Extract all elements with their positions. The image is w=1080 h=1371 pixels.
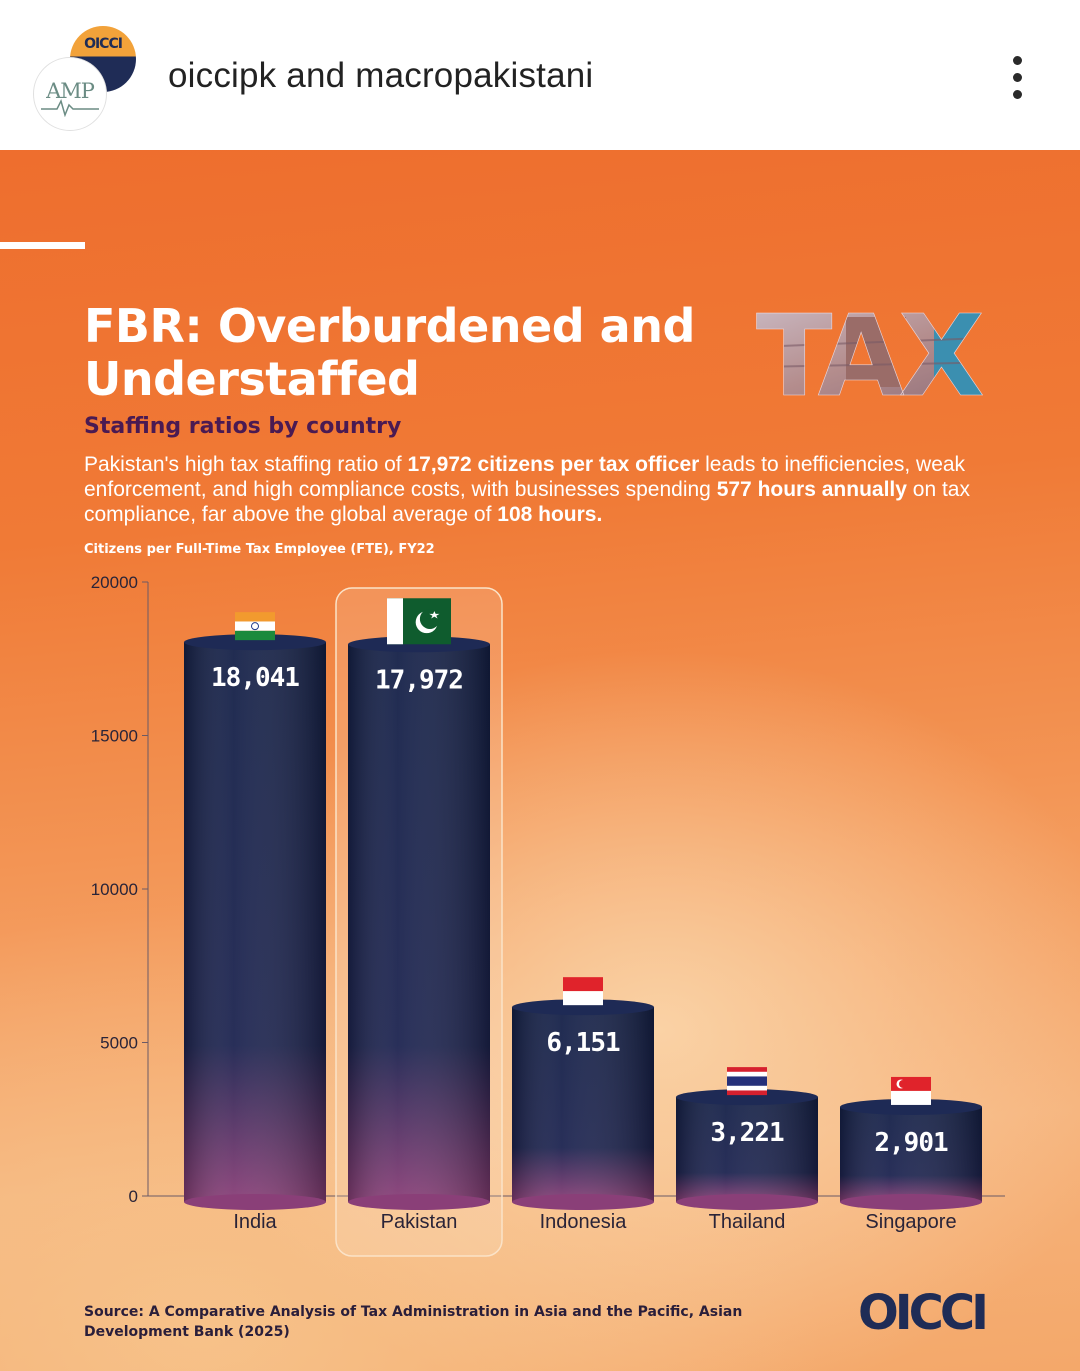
source-note: Source: A Comparative Analysis of Tax Ad… <box>84 1304 743 1340</box>
accent-line <box>0 242 85 249</box>
y-tick-label: 5000 <box>100 1034 138 1053</box>
chart-caption: Citizens per Full-Time Tax Employee (FTE… <box>84 542 435 557</box>
bar-base <box>676 1194 818 1210</box>
bar-base <box>348 1194 490 1210</box>
y-tick-label: 0 <box>129 1187 138 1206</box>
y-tick-label: 10000 <box>91 880 138 899</box>
post-header: OICCI AMP oiccipk and macropakistani <box>0 0 1080 150</box>
bar-singapore <box>840 1098 982 1210</box>
bar-base <box>512 1194 654 1210</box>
x-tick-label: India <box>233 1211 277 1233</box>
description-text: leads to inefficiencies, weak enforcemen… <box>84 453 966 501</box>
bar-cap <box>840 1098 982 1115</box>
bar-value-label: 2,901 <box>874 1128 948 1158</box>
more-options-button[interactable] <box>1000 52 1036 104</box>
bar-value-label: 17,972 <box>375 665 463 695</box>
subheading: Staffing ratios by country <box>84 414 402 439</box>
x-tick-label: Thailand <box>709 1211 786 1233</box>
bar-cap <box>348 636 490 653</box>
description-text: on tax compliance, far above the global … <box>84 478 970 526</box>
x-tick-label: Singapore <box>865 1211 956 1233</box>
pakistan-flag-icon <box>387 598 451 645</box>
bar-shading <box>676 1097 818 1202</box>
bar-cap <box>676 1089 818 1106</box>
description-highlight: 577 hours annually <box>716 478 907 501</box>
bar-india <box>184 634 326 1210</box>
indonesia-flag-icon <box>563 977 603 1006</box>
bar-base <box>184 1194 326 1210</box>
oicci-avatar-text: OICCI <box>84 36 123 52</box>
bar-value-label: 3,221 <box>710 1118 784 1148</box>
svg-text:TAX: TAX <box>756 307 983 399</box>
description: Pakistan's high tax staffing ratio of 17… <box>84 452 994 527</box>
y-tick-label: 20000 <box>91 573 138 592</box>
bar-thailand <box>676 1089 818 1210</box>
bar-value-label: 6,151 <box>546 1028 620 1058</box>
bar-chart: 0 5000 10000 15000 20000 18,041 India 17,972 Pak… <box>91 573 1005 1257</box>
pulse-line-icon <box>41 98 99 117</box>
singapore-flag-icon <box>891 1076 931 1105</box>
bar-base <box>840 1194 982 1210</box>
headline: FBR: Overburdened and Understaffed <box>84 299 695 406</box>
oicci-logo: OICCI <box>858 1285 989 1341</box>
infographic-image[interactable]: FBR: Overburdened and Understaffed TAX T… <box>0 150 1080 1371</box>
y-tick-label: 15000 <box>91 727 138 746</box>
account-avatars[interactable]: OICCI AMP <box>34 24 144 132</box>
description-highlight: 108 hours. <box>497 503 603 526</box>
bar-cap <box>184 634 326 651</box>
bar-pakistan <box>348 636 490 1210</box>
amp-avatar-text: AMP <box>46 79 95 103</box>
description-text: Pakistan's high tax staffing ratio of <box>84 453 408 476</box>
tax-banknote-logo: TAX TAX <box>756 307 990 399</box>
description-highlight: 17,972 citizens per tax officer <box>407 453 700 476</box>
x-tick-label: Pakistan <box>381 1211 458 1233</box>
bar-shading <box>184 642 326 1202</box>
bar-shading <box>512 1007 654 1202</box>
bar-value-label: 18,041 <box>211 663 299 693</box>
dot-icon <box>1013 73 1022 82</box>
india-flag-icon <box>235 612 275 641</box>
x-tick-label: Indonesia <box>540 1211 628 1233</box>
bar-shading <box>840 1106 982 1202</box>
dot-icon <box>1013 90 1022 99</box>
bar-indonesia <box>512 999 654 1210</box>
account-names[interactable]: oiccipk and macropakistani <box>168 56 594 95</box>
thailand-flag-icon <box>727 1067 767 1096</box>
bar-shading <box>348 644 490 1202</box>
amp-avatar[interactable]: AMP <box>34 58 106 130</box>
dot-icon <box>1013 56 1022 65</box>
bar-cap <box>512 999 654 1016</box>
